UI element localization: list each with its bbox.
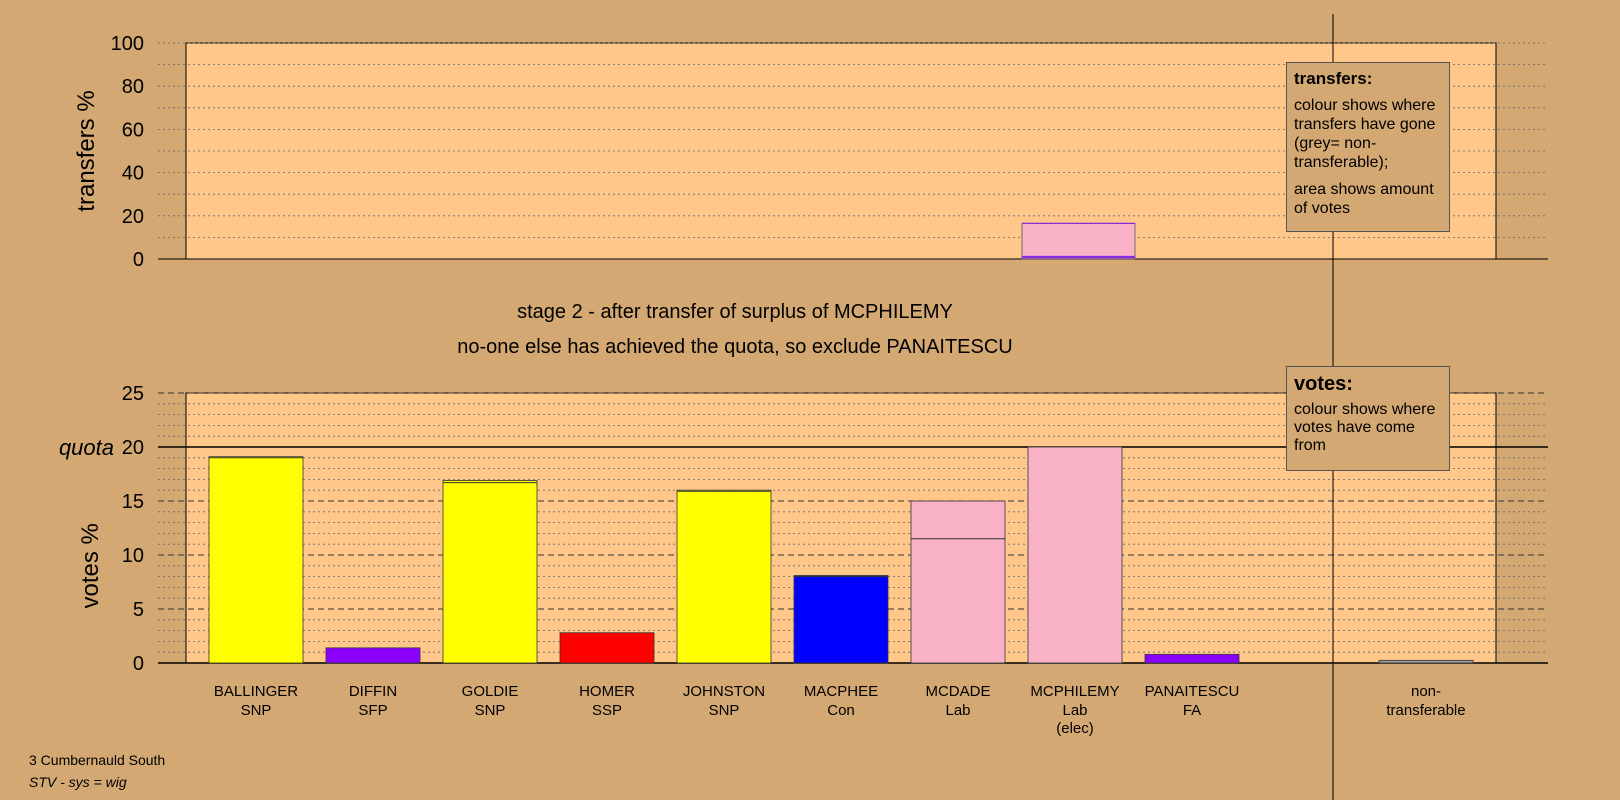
transfers-bar — [1021, 222, 1136, 260]
votes-bar — [1027, 446, 1123, 664]
votes-tick-label: 15 — [122, 491, 144, 513]
category-extra-label: (elec) — [1056, 720, 1094, 737]
votes-legend-text: colour shows where votes have come from — [1294, 401, 1436, 454]
transfers-legend: transfers: colour shows where transfers … — [1286, 62, 1450, 232]
transfers-bar-inner — [1022, 255, 1135, 259]
footer-system: STV - sys = wig — [29, 774, 127, 790]
transfers-tick-label: 0 — [133, 249, 144, 271]
footer-location: 3 Cumbernauld South — [29, 752, 166, 768]
chart-title-line1: stage 2 - after transfer of surplus of M… — [517, 301, 953, 323]
category-party-label: SNP — [241, 702, 272, 719]
votes-legend-head: votes: — [1294, 373, 1353, 395]
transfers-legend-text2: area shows amount of votes — [1294, 181, 1434, 217]
category-name-label: BALLINGER — [214, 683, 298, 700]
category-party-label: SNP — [709, 702, 740, 719]
category-party-label: Con — [827, 702, 855, 719]
category-name-label: GOLDIE — [462, 683, 519, 700]
votes-bar — [676, 489, 772, 664]
transfers-tick-label: 40 — [122, 163, 144, 185]
votes-legend: votes: colour shows where votes have com… — [1286, 366, 1450, 471]
votes-tick-label: 10 — [122, 545, 144, 567]
votes-bar — [793, 575, 889, 664]
votes-bar — [1144, 653, 1240, 664]
votes-tick-label: 20 — [122, 437, 144, 459]
chart-title-line2: no-one else has achieved the quota, so e… — [457, 336, 1013, 358]
transfers-tick-label: 20 — [122, 206, 144, 228]
category-name-label: HOMER — [579, 683, 635, 700]
votes-bar — [208, 456, 304, 664]
transfers-axis-label: transfers % — [73, 90, 100, 211]
votes-axis-label: votes % — [77, 523, 104, 608]
transfers-tick-label: 60 — [122, 119, 144, 141]
category-party-label: SNP — [475, 702, 506, 719]
transfers-tick-label: 80 — [122, 76, 144, 98]
transfers-legend-head: transfers: — [1294, 69, 1373, 88]
votes-bar — [559, 632, 655, 664]
category-name-label: JOHNSTON — [683, 683, 765, 700]
votes-tick-label: 0 — [133, 653, 144, 675]
votes-bar — [910, 500, 1006, 664]
votes-tick-label: 5 — [133, 599, 144, 621]
category-party-label: SFP — [358, 702, 387, 719]
quota-label: quota — [59, 435, 114, 460]
category-name-label: DIFFIN — [349, 683, 397, 700]
transfers-tick-label: 100 — [111, 33, 144, 55]
category-party-label: FA — [1183, 702, 1201, 719]
category-party-label: SSP — [592, 702, 622, 719]
votes-panel: quota 0 5 10 15 20 25 votes % BALLINGER SNP DIFFIN… — [59, 383, 1548, 737]
votes-bar — [442, 480, 538, 664]
category-name-label: MCDADE — [925, 683, 990, 700]
votes-tick-label: 25 — [122, 383, 144, 405]
category-party-label: Lab — [1062, 702, 1087, 719]
category-name-label: MACPHEE — [804, 683, 878, 700]
category-party-label: Lab — [945, 702, 970, 719]
category-party-label: transferable — [1386, 702, 1465, 719]
transfers-panel: 0 20 40 60 80 100 transfers % — [73, 33, 1548, 271]
votes-bar — [1378, 659, 1474, 664]
category-name-label: PANAITESCU — [1145, 683, 1240, 700]
transfers-legend-text1: colour shows where transfers have gone (… — [1294, 97, 1436, 171]
votes-bar — [325, 647, 421, 664]
category-name-label: non- — [1411, 683, 1441, 700]
category-name-label: MCPHILEMY — [1030, 683, 1119, 700]
